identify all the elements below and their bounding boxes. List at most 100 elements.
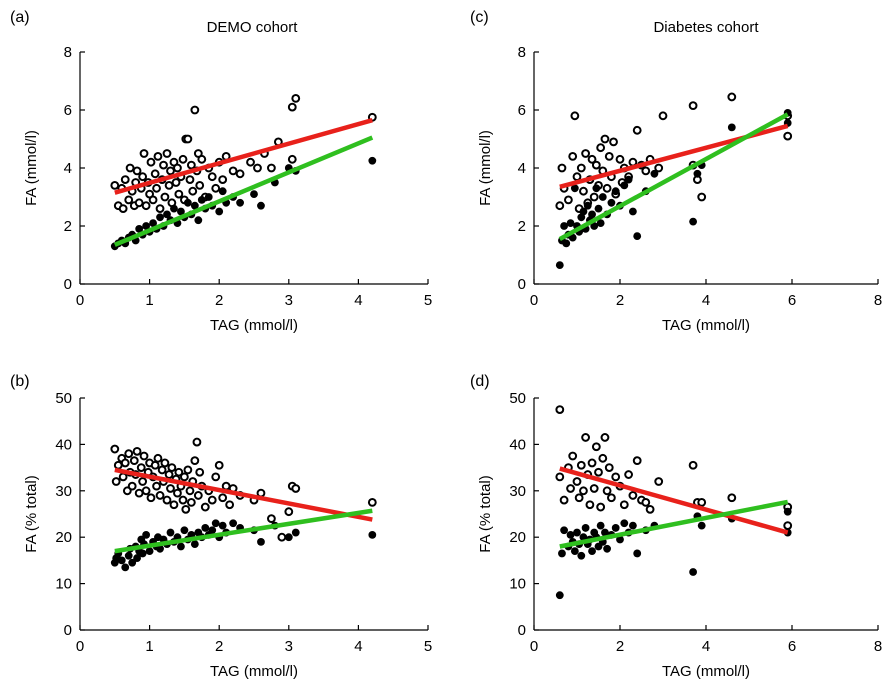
- data-point-open: [162, 495, 172, 505]
- data-point-filled: [568, 233, 577, 242]
- x-tick-label: 8: [874, 638, 882, 655]
- data-point-filled: [117, 556, 126, 565]
- data-point-open: [178, 495, 188, 505]
- x-tick-label: 0: [76, 292, 84, 309]
- series-0: [110, 437, 377, 542]
- data-point-open: [654, 477, 664, 486]
- data-point-filled: [555, 261, 564, 270]
- data-point-open: [628, 491, 638, 500]
- regression-line-green: [113, 135, 374, 247]
- data-point-open: [568, 152, 578, 161]
- data-point-open: [195, 181, 205, 190]
- data-point-filled: [611, 187, 620, 196]
- data-point-open: [604, 463, 614, 473]
- data-point-open: [146, 157, 156, 167]
- data-point-filled: [601, 528, 609, 537]
- data-point-open: [190, 105, 200, 115]
- data-point-open: [235, 169, 245, 179]
- panel-label: (c): [470, 9, 489, 26]
- data-point-filled: [555, 591, 564, 600]
- data-point-open: [566, 484, 575, 493]
- data-point-open: [287, 154, 297, 164]
- data-point-open: [688, 460, 698, 470]
- data-point-open: [641, 166, 651, 176]
- data-point-open: [581, 149, 590, 158]
- data-point-filled: [215, 207, 224, 216]
- data-point-open: [155, 204, 165, 214]
- data-point-open: [207, 495, 217, 505]
- data-point-open: [180, 472, 189, 482]
- data-point-open: [159, 160, 168, 170]
- data-point-filled: [607, 198, 616, 207]
- data-point-filled: [135, 225, 144, 233]
- data-point-open: [602, 183, 612, 193]
- data-point-filled: [590, 222, 599, 230]
- y-tick-label: 30: [509, 483, 526, 500]
- data-point-open: [277, 532, 287, 542]
- data-point-open: [214, 460, 224, 470]
- data-point-filled: [594, 204, 603, 213]
- data-point-open: [555, 405, 565, 415]
- data-point-open: [602, 486, 612, 496]
- x-tick-label: 5: [424, 638, 432, 655]
- x-axis-title: TAG (mmol/l): [210, 663, 298, 680]
- data-point-open: [110, 181, 120, 190]
- data-point-open: [645, 504, 655, 514]
- data-point-filled: [229, 519, 238, 528]
- data-point-open: [596, 502, 606, 512]
- data-point-filled: [156, 213, 164, 222]
- data-point-filled: [190, 201, 199, 210]
- data-point-filled: [697, 521, 706, 530]
- y-axis-title: FA (% total): [477, 475, 494, 553]
- data-point-open: [555, 201, 565, 211]
- data-point-filled: [124, 551, 133, 560]
- data-point-filled: [624, 175, 633, 184]
- data-point-filled: [620, 519, 629, 528]
- data-point-open: [783, 521, 793, 530]
- data-point-filled: [190, 540, 199, 549]
- data-point-filled: [577, 551, 586, 560]
- data-point-filled: [170, 204, 178, 213]
- data-point-filled: [693, 169, 702, 178]
- data-point-filled: [138, 549, 147, 558]
- data-point-open: [604, 152, 614, 161]
- data-point-filled: [566, 219, 575, 228]
- data-point-open: [152, 481, 161, 491]
- data-point-open: [572, 477, 582, 486]
- data-point-open: [138, 172, 148, 182]
- data-point-open: [120, 175, 130, 185]
- data-point-open: [134, 488, 144, 498]
- data-point-open: [173, 488, 182, 498]
- data-point-open: [153, 453, 163, 463]
- x-tick-label: 4: [354, 638, 362, 655]
- data-point-filled: [133, 554, 141, 562]
- data-point-open: [124, 449, 134, 459]
- data-point-open: [169, 500, 179, 510]
- data-point-open: [153, 152, 163, 161]
- data-point-open: [589, 484, 599, 493]
- x-tick-label: 1: [145, 638, 153, 655]
- data-point-filled: [142, 222, 151, 230]
- data-point-filled: [218, 521, 227, 530]
- data-point-open: [607, 493, 616, 503]
- data-point-filled: [149, 219, 157, 228]
- y-tick-label: 20: [55, 529, 72, 546]
- data-point-filled: [570, 184, 579, 193]
- data-point-open: [697, 498, 707, 507]
- data-point-open: [148, 195, 158, 205]
- x-axis-title: TAG (mmol/l): [662, 317, 750, 334]
- data-point-open: [218, 175, 228, 185]
- data-point-open: [167, 463, 177, 473]
- y-tick-label: 50: [55, 390, 72, 407]
- data-point-open: [574, 493, 584, 503]
- data-point-open: [173, 163, 182, 173]
- data-point-open: [183, 465, 193, 475]
- data-point-open: [110, 444, 120, 454]
- data-point-open: [600, 134, 610, 144]
- data-point-open: [192, 437, 202, 447]
- x-tick-label: 4: [354, 292, 362, 309]
- x-axis-title: TAG (mmol/l): [210, 317, 298, 334]
- data-point-open: [654, 163, 664, 173]
- data-point-filled: [633, 232, 642, 241]
- data-point-open: [291, 94, 301, 103]
